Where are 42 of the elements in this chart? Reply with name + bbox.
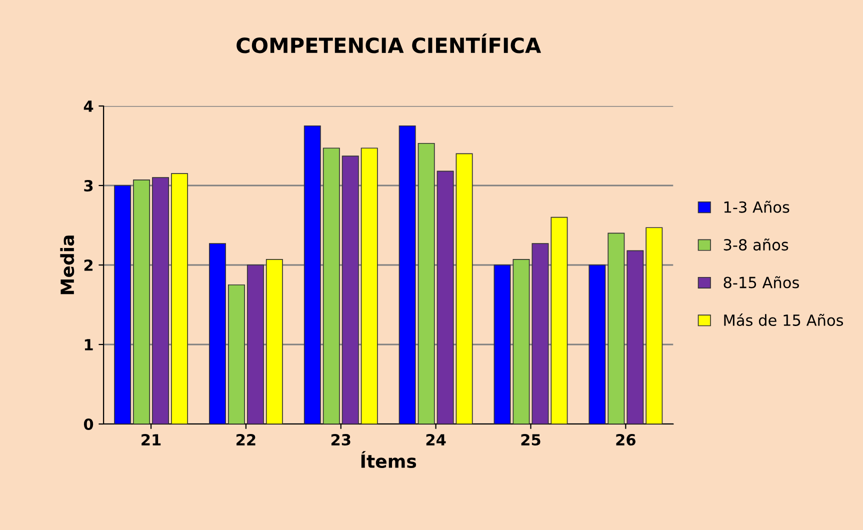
y-tick-label: 2 — [84, 259, 93, 271]
bar — [304, 125, 321, 424]
y-tick-label: 0 — [84, 418, 94, 430]
x-axis-title: Ítems — [361, 451, 416, 468]
bar — [608, 232, 625, 424]
bar — [342, 156, 359, 424]
y-axis-title: Media — [60, 236, 74, 294]
bar — [436, 170, 454, 424]
chart-title: COMPETENCIA CIENTÍFICA — [236, 34, 542, 54]
bar — [360, 148, 378, 424]
bar — [152, 177, 170, 424]
x-tick-label: 22 — [236, 434, 256, 446]
bar — [114, 185, 132, 424]
bar — [246, 264, 264, 424]
bar — [208, 243, 226, 424]
bar — [532, 243, 549, 424]
bar — [322, 148, 340, 424]
bar — [456, 153, 473, 424]
bar — [494, 264, 511, 424]
x-tick-label: 21 — [142, 434, 161, 446]
legend-label: Más de 15 Años — [724, 314, 844, 326]
bar — [133, 180, 150, 424]
bar — [646, 227, 663, 424]
x-tick-label: 24 — [426, 434, 446, 446]
bar — [266, 259, 283, 424]
bar — [228, 284, 245, 424]
bar — [550, 216, 568, 424]
x-tick-label: 26 — [616, 434, 636, 446]
legend-label: 8-15 Años — [724, 276, 799, 288]
bar — [588, 264, 606, 424]
bar — [398, 125, 416, 424]
bar — [171, 173, 188, 424]
x-tick-label: 23 — [331, 434, 350, 446]
x-tick-label: 25 — [521, 434, 540, 446]
y-tick-label: 1 — [84, 339, 93, 350]
bar — [512, 259, 530, 424]
bar — [418, 142, 435, 424]
y-tick-label: 4 — [84, 100, 94, 112]
y-tick-label: 3 — [84, 180, 93, 192]
legend-label: 3-8 años — [724, 238, 788, 251]
legend-label: 1-3 Años — [724, 200, 790, 213]
bar — [626, 250, 644, 424]
